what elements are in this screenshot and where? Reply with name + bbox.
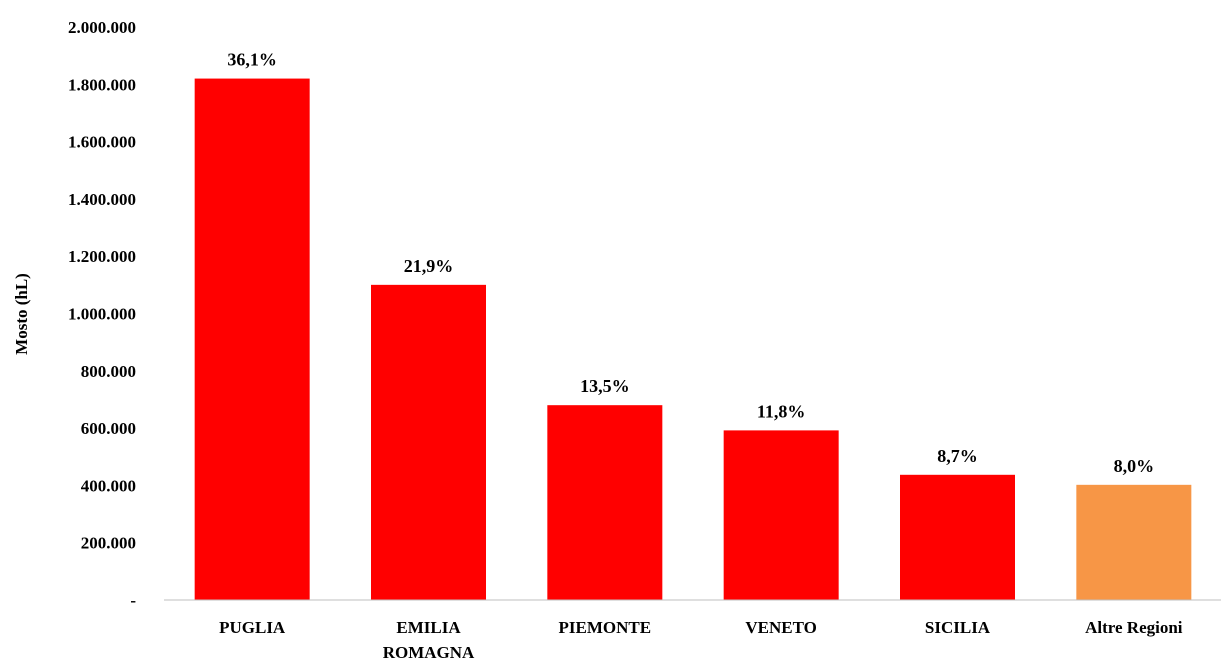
category-label: VENETO — [745, 618, 817, 637]
data-label: 13,5% — [580, 376, 630, 396]
category-label: Altre Regioni — [1085, 618, 1183, 637]
data-label: 8,0% — [1114, 456, 1155, 476]
y-tick-label: 400.000 — [81, 476, 136, 495]
bar — [900, 474, 1015, 600]
y-tick-label: 200.000 — [81, 534, 136, 553]
data-label: 36,1% — [227, 50, 277, 70]
y-tick-label: 1.800.000 — [68, 75, 136, 94]
category-label: SICILIA — [925, 618, 991, 637]
bar — [371, 284, 486, 600]
category-label: EMILIA ROMAGNA — [383, 618, 475, 662]
y-tick-label: 1.200.000 — [68, 247, 136, 266]
category-label: PIEMONTE — [559, 618, 652, 637]
bar — [547, 405, 663, 600]
bar — [1076, 484, 1192, 600]
category-label: PUGLIA — [219, 618, 286, 637]
y-tick-label: 800.000 — [81, 362, 136, 381]
y-tick-label: 600.000 — [81, 419, 136, 438]
data-label: 11,8% — [757, 401, 806, 421]
bar — [723, 430, 839, 600]
y-axis-title: Mosto (hL) — [12, 273, 31, 355]
y-tick-label: 1.600.000 — [68, 133, 136, 152]
y-tick-label: 1.000.000 — [68, 305, 136, 324]
bar — [194, 78, 310, 600]
y-tick-label: 2.000.000 — [68, 18, 136, 37]
y-tick-label: 1.400.000 — [68, 190, 136, 209]
data-label: 21,9% — [404, 256, 454, 276]
data-label: 8,7% — [937, 446, 978, 466]
y-tick-label: - — [130, 591, 136, 610]
